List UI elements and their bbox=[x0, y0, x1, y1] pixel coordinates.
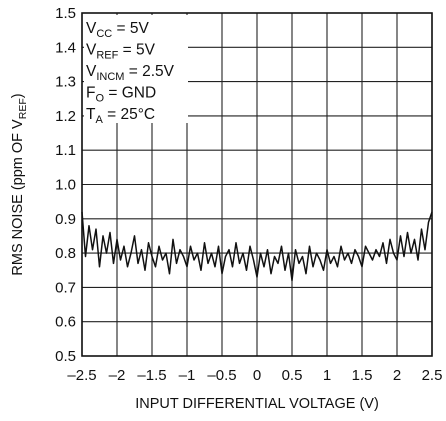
y-axis-title-main: RMS NOISE (ppm OF V bbox=[10, 119, 26, 276]
x-tick-label: 2 bbox=[393, 367, 401, 384]
y-tick-labels: 0.5 0.6 0.7 0.8 0.9 1.0 1.1 1.2 1.3 1.4 1.5 bbox=[55, 5, 76, 365]
x-tick-label: –2.5 bbox=[67, 367, 96, 384]
y-tick-label: 0.7 bbox=[55, 279, 76, 296]
x-tick-label: –1.5 bbox=[137, 367, 166, 384]
condition-value: = GND bbox=[104, 85, 156, 102]
y-axis-title-subscript: REF bbox=[17, 98, 29, 119]
x-tick-label: 1 bbox=[323, 367, 331, 384]
y-tick-label: 1.2 bbox=[55, 108, 76, 125]
x-tick-labels: –2.5 –2 –1.5 –1 –0.5 0 0.5 1 1.5 2 2.5 bbox=[67, 367, 442, 384]
condition-symbol: V bbox=[86, 42, 97, 59]
condition-symbol: V bbox=[86, 20, 97, 37]
y-tick-label: 1.3 bbox=[55, 74, 76, 91]
y-tick-label: 1.1 bbox=[55, 142, 76, 159]
x-tick-label: 0 bbox=[253, 367, 261, 384]
y-tick-label: 1.4 bbox=[55, 39, 76, 56]
y-tick-label: 0.5 bbox=[55, 348, 76, 365]
x-tick-label: 1.5 bbox=[352, 367, 373, 384]
condition-value: = 5V bbox=[118, 42, 155, 59]
x-tick-label: –2 bbox=[109, 367, 126, 384]
condition-subscript: INCM bbox=[96, 71, 124, 83]
condition-symbol: F bbox=[86, 85, 95, 102]
condition-subscript: REF bbox=[96, 50, 118, 62]
x-tick-label: –0.5 bbox=[207, 367, 236, 384]
x-tick-label: 2.5 bbox=[422, 367, 443, 384]
condition-value: = 25°C bbox=[103, 106, 155, 123]
y-axis-title: RMS NOISE (ppm OF VREF) bbox=[10, 93, 29, 275]
y-tick-label: 1.5 bbox=[55, 5, 76, 22]
y-tick-label: 0.9 bbox=[55, 211, 76, 228]
condition-symbol: V bbox=[86, 63, 97, 80]
condition-subscript: CC bbox=[96, 28, 112, 40]
y-tick-label: 0.8 bbox=[55, 245, 76, 262]
condition-value: = 5V bbox=[112, 20, 149, 37]
x-tick-label: –1 bbox=[179, 367, 196, 384]
y-tick-label: 0.6 bbox=[55, 314, 76, 331]
condition-value: = 2.5V bbox=[124, 63, 174, 80]
y-tick-label: 1.0 bbox=[55, 177, 76, 194]
x-tick-label: 0.5 bbox=[282, 367, 303, 384]
x-axis-title: INPUT DIFFERENTIAL VOLTAGE (V) bbox=[135, 396, 379, 412]
y-axis-title-end: ) bbox=[10, 93, 26, 98]
